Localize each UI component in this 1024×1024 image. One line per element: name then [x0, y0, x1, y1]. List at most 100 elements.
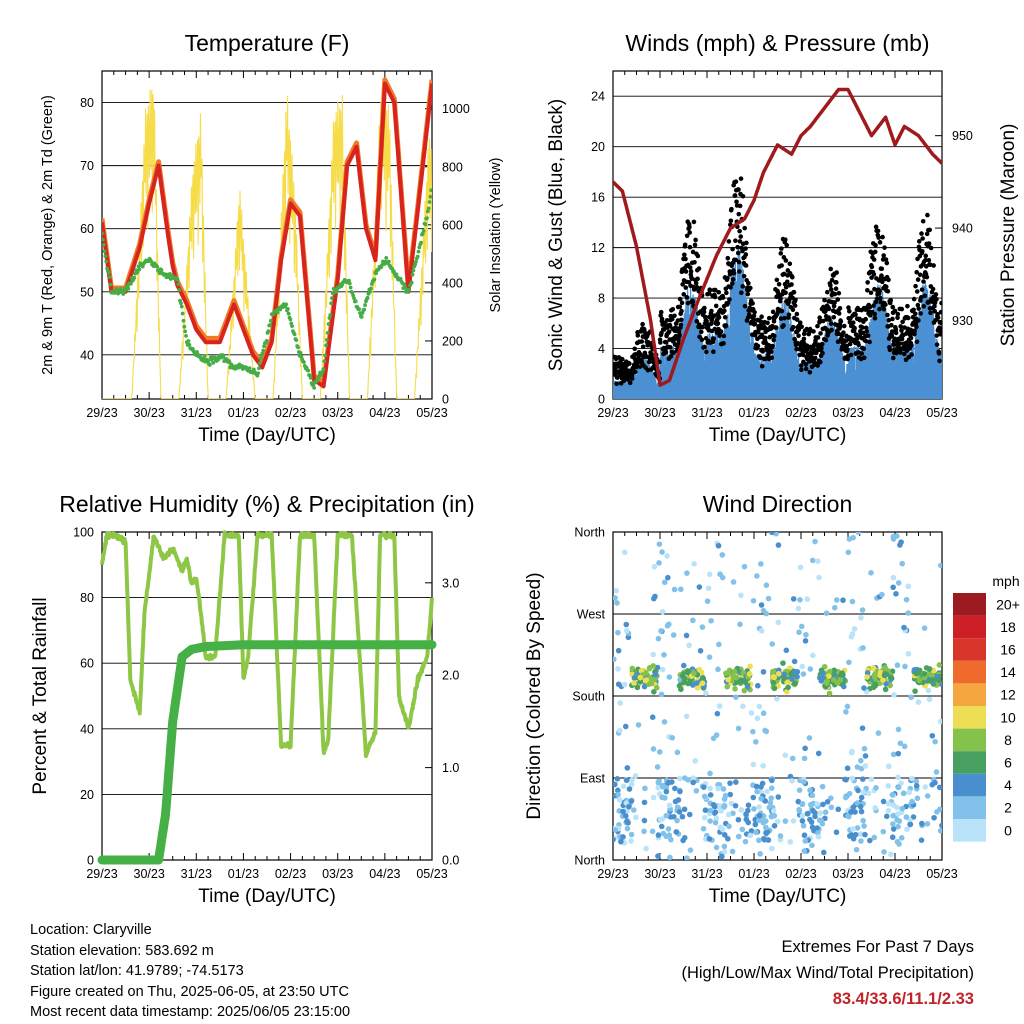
gust-point — [713, 287, 718, 293]
direction-point — [901, 743, 908, 750]
direction-point — [613, 587, 620, 594]
direction-point — [802, 638, 809, 644]
gust-point — [828, 287, 834, 292]
direction-point — [615, 629, 621, 636]
direction-point — [659, 816, 665, 822]
direction-point — [655, 853, 661, 859]
gust-point — [672, 313, 677, 319]
direction-point — [621, 681, 628, 688]
direction-point — [882, 664, 888, 671]
gust-point — [664, 317, 670, 323]
x-tick-label: 31/23 — [691, 867, 722, 881]
dewpoint-point — [329, 301, 334, 306]
dewpoint-point — [308, 376, 313, 380]
gust-point — [693, 237, 698, 243]
direction-point — [641, 799, 648, 806]
direction-point — [893, 590, 899, 597]
direction-point — [616, 797, 623, 803]
gust-point — [796, 333, 801, 339]
direction-point — [748, 710, 755, 716]
gust-point — [927, 227, 932, 233]
direction-point — [857, 803, 864, 810]
gust-point — [696, 266, 702, 271]
direction-point — [889, 834, 896, 841]
direction-point — [661, 719, 668, 725]
gust-point — [711, 336, 716, 341]
direction-point — [891, 692, 897, 698]
dewpoint-point — [421, 228, 426, 233]
direction-point — [880, 798, 887, 805]
gust-point — [734, 199, 739, 205]
direction-point — [750, 597, 757, 604]
total-rainfall-line — [97, 640, 437, 865]
legend-label: 20+ — [996, 596, 1020, 612]
gust-point — [850, 320, 856, 325]
direction-point — [928, 677, 934, 684]
direction-point — [667, 854, 673, 860]
gust-point — [934, 333, 940, 338]
direction-point — [681, 834, 688, 841]
gust-point — [739, 290, 744, 295]
dewpoint-point — [325, 331, 330, 335]
gust-point — [863, 325, 869, 331]
dewpoint-point — [327, 316, 332, 320]
gust-point — [632, 369, 638, 375]
dewpoint-point — [296, 345, 300, 350]
dewpoint-point — [423, 222, 428, 227]
direction-point — [820, 670, 826, 676]
gust-point — [687, 265, 693, 270]
direction-point — [849, 598, 856, 605]
direction-point — [755, 817, 762, 824]
direction-point — [626, 803, 632, 810]
direction-point — [871, 674, 878, 680]
direction-point — [799, 801, 806, 807]
direction-point — [711, 810, 718, 816]
direction-point — [613, 656, 617, 663]
dewpoint-point — [257, 366, 261, 371]
x-tick-label: 02/23 — [275, 867, 306, 881]
dewpoint-point — [384, 255, 389, 260]
x-axis-label: Time (Day/UTC) — [198, 886, 336, 907]
direction-point — [618, 838, 624, 845]
gust-point — [683, 285, 689, 290]
direction-point — [658, 691, 665, 698]
direction-point — [707, 818, 713, 824]
direction-point — [855, 787, 861, 794]
gust-point — [920, 236, 925, 241]
gust-point — [727, 271, 733, 277]
direction-point — [922, 784, 929, 790]
direction-point — [791, 658, 798, 665]
gust-point — [812, 355, 818, 361]
legend-label: 10 — [1000, 709, 1016, 725]
direction-point — [684, 668, 691, 674]
gust-point — [740, 284, 746, 289]
gust-point — [797, 320, 803, 325]
latest-timestamp: Most recent data timestamp: 2025/06/05 2… — [30, 1004, 351, 1020]
gust-point — [671, 350, 676, 355]
direction-point — [629, 777, 635, 784]
direction-point — [700, 825, 707, 832]
gust-point — [771, 337, 777, 343]
direction-point — [850, 534, 856, 541]
gust-point — [883, 302, 888, 307]
gust-point — [720, 295, 726, 300]
gust-point — [885, 288, 891, 294]
direction-point — [929, 732, 936, 739]
gust-point — [914, 324, 919, 330]
gust-point — [730, 277, 736, 282]
direction-point — [893, 533, 900, 539]
dewpoint-point — [328, 313, 333, 318]
gust-point — [783, 284, 789, 290]
direction-point — [804, 810, 811, 817]
direction-point — [895, 811, 901, 817]
gust-point — [745, 291, 751, 297]
direction-point — [798, 623, 805, 630]
gust-point — [905, 315, 911, 321]
gust-point — [666, 329, 672, 335]
direction-point — [686, 811, 693, 818]
gust-point — [794, 317, 800, 322]
direction-point — [845, 549, 852, 556]
gust-point — [743, 263, 749, 268]
dewpoint-point — [415, 254, 420, 259]
gust-point — [684, 295, 690, 300]
